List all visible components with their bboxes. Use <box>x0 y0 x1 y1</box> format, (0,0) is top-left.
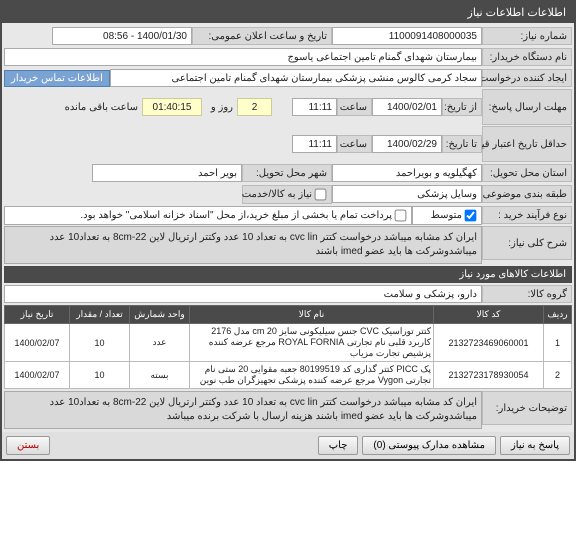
reply-button[interactable]: پاسخ به نیاز <box>500 436 570 455</box>
deadline-date: 1400/02/01 <box>372 98 442 116</box>
partial-text: پرداخت تمام یا بخشی از مبلغ خرید،از محل … <box>80 210 392 221</box>
group-value: دارو، پزشکی و سلامت <box>4 285 482 303</box>
from-label: از تاریخ: <box>442 98 482 116</box>
time-label-1: ساعت <box>337 98 372 116</box>
date-label: تاریخ و ساعت اعلان عمومی: <box>192 27 332 45</box>
cell: عدد <box>130 324 190 362</box>
col-code: کد کالا <box>434 306 544 324</box>
buyer-notes-label: توضیحات خریدار: <box>482 391 572 425</box>
days-label: روز و <box>202 98 237 116</box>
deadline-time: 11:11 <box>292 98 337 116</box>
summary-label: شرح کلی نیاز: <box>482 226 572 260</box>
creator-label: ایجاد کننده درخواست: <box>482 69 572 87</box>
print-button[interactable]: چاپ <box>318 436 359 455</box>
table-row: 2 2132723178930054 پک PICC کتتر گذاری کد… <box>5 362 572 389</box>
buyer-notes-text: ایران کد مشابه میباشد درخواست کتتر cvc l… <box>4 391 482 429</box>
service-label-text: نیاز به کالا/خدمت <box>242 189 312 200</box>
process-label: نوع فرآیند خرید : <box>482 206 572 224</box>
col-qty: تعداد / مقدار <box>70 306 130 324</box>
cell: 10 <box>70 324 130 362</box>
validity-label: حداقل تاریخ اعتبار قیمت: <box>482 126 572 162</box>
cell: 2132723178930054 <box>434 362 544 389</box>
footer-bar: پاسخ به نیاز مشاهده مدارک پیوستی (0) چاپ… <box>2 432 574 459</box>
cell: 1 <box>544 324 572 362</box>
summary-text: ایران کد مشابه میباشد درخواست کتتر cvc l… <box>4 226 482 264</box>
timer-remaining: 01:40:15 <box>142 98 202 116</box>
items-table: ردیف کد کالا نام کالا واحد شمارش تعداد /… <box>4 305 572 389</box>
process-mid: متوسط <box>412 206 482 225</box>
days-remaining: 2 <box>237 98 272 116</box>
cell: 10 <box>70 362 130 389</box>
province-label: استان محل تحویل: <box>482 164 572 182</box>
date-value: 1400/01/30 - 08:56 <box>52 27 192 45</box>
cell: 2132723469060001 <box>434 324 544 362</box>
group-label: گروه کالا: <box>482 285 572 303</box>
city-label: شهر محل تحویل: <box>242 164 332 182</box>
cell: 1400/02/07 <box>5 324 70 362</box>
cell: بسته <box>130 362 190 389</box>
cell: پک PICC کتتر گذاری کد 80199519 جعبه مقوا… <box>190 362 434 389</box>
col-name: نام کالا <box>190 306 434 324</box>
process-partial: پرداخت تمام یا بخشی از مبلغ خرید،از محل … <box>4 206 412 225</box>
contact-button[interactable]: اطلاعات تماس خریدار <box>4 70 110 87</box>
cell: 2 <box>544 362 572 389</box>
category-label: طبقه بندی موضوعی: <box>482 185 572 203</box>
remain-label: ساعت باقی مانده <box>61 98 142 116</box>
time-label-2: ساعت <box>337 135 372 153</box>
buyer-value: بیمارستان شهدای گمنام تامین اجتماعی یاسو… <box>4 48 482 66</box>
province-value: کهگیلویه و بویراحمد <box>332 164 482 182</box>
col-idx: ردیف <box>544 306 572 324</box>
req-no-value: 1100091408000035 <box>332 27 482 45</box>
mid-checkbox[interactable] <box>465 209 477 221</box>
category-value: وسایل پزشکی <box>332 185 482 203</box>
validity-date: 1400/02/29 <box>372 135 442 153</box>
creator-value: سجاد کرمی کالوس منشی پزشکی بیمارستان شهد… <box>110 69 482 87</box>
window: اطلاعات اطلاعات نیاز شماره نیاز: 1100091… <box>0 0 576 461</box>
validity-time: 11:11 <box>292 135 337 153</box>
mid-text: متوسط <box>431 210 462 221</box>
table-row: 1 2132723469060001 کتتر توراسیک CVC جنس … <box>5 324 572 362</box>
deadline-label: مهلت ارسال پاسخ: <box>482 89 572 125</box>
window-title: اطلاعات اطلاعات نیاز <box>2 2 574 23</box>
city-value: بویر احمد <box>92 164 242 182</box>
partial-checkbox[interactable] <box>395 209 407 221</box>
to-label: تا تاریخ: <box>442 135 482 153</box>
col-unit: واحد شمارش <box>130 306 190 324</box>
col-date: تاریخ نیاز <box>5 306 70 324</box>
close-button[interactable]: بستن <box>6 436 50 455</box>
items-header: اطلاعات کالاهای مورد نیاز <box>4 266 572 283</box>
service-checkbox[interactable] <box>315 188 327 200</box>
cell: کتتر توراسیک CVC جنس سیلیکونی سایز cm 20… <box>190 324 434 362</box>
attachments-button[interactable]: مشاهده مدارک پیوستی (0) <box>362 436 496 455</box>
service-label: نیاز به کالا/خدمت <box>242 185 332 204</box>
buyer-label: نام دستگاه خریدار: <box>482 48 572 66</box>
cell: 1400/02/07 <box>5 362 70 389</box>
req-no-label: شماره نیاز: <box>482 27 572 45</box>
